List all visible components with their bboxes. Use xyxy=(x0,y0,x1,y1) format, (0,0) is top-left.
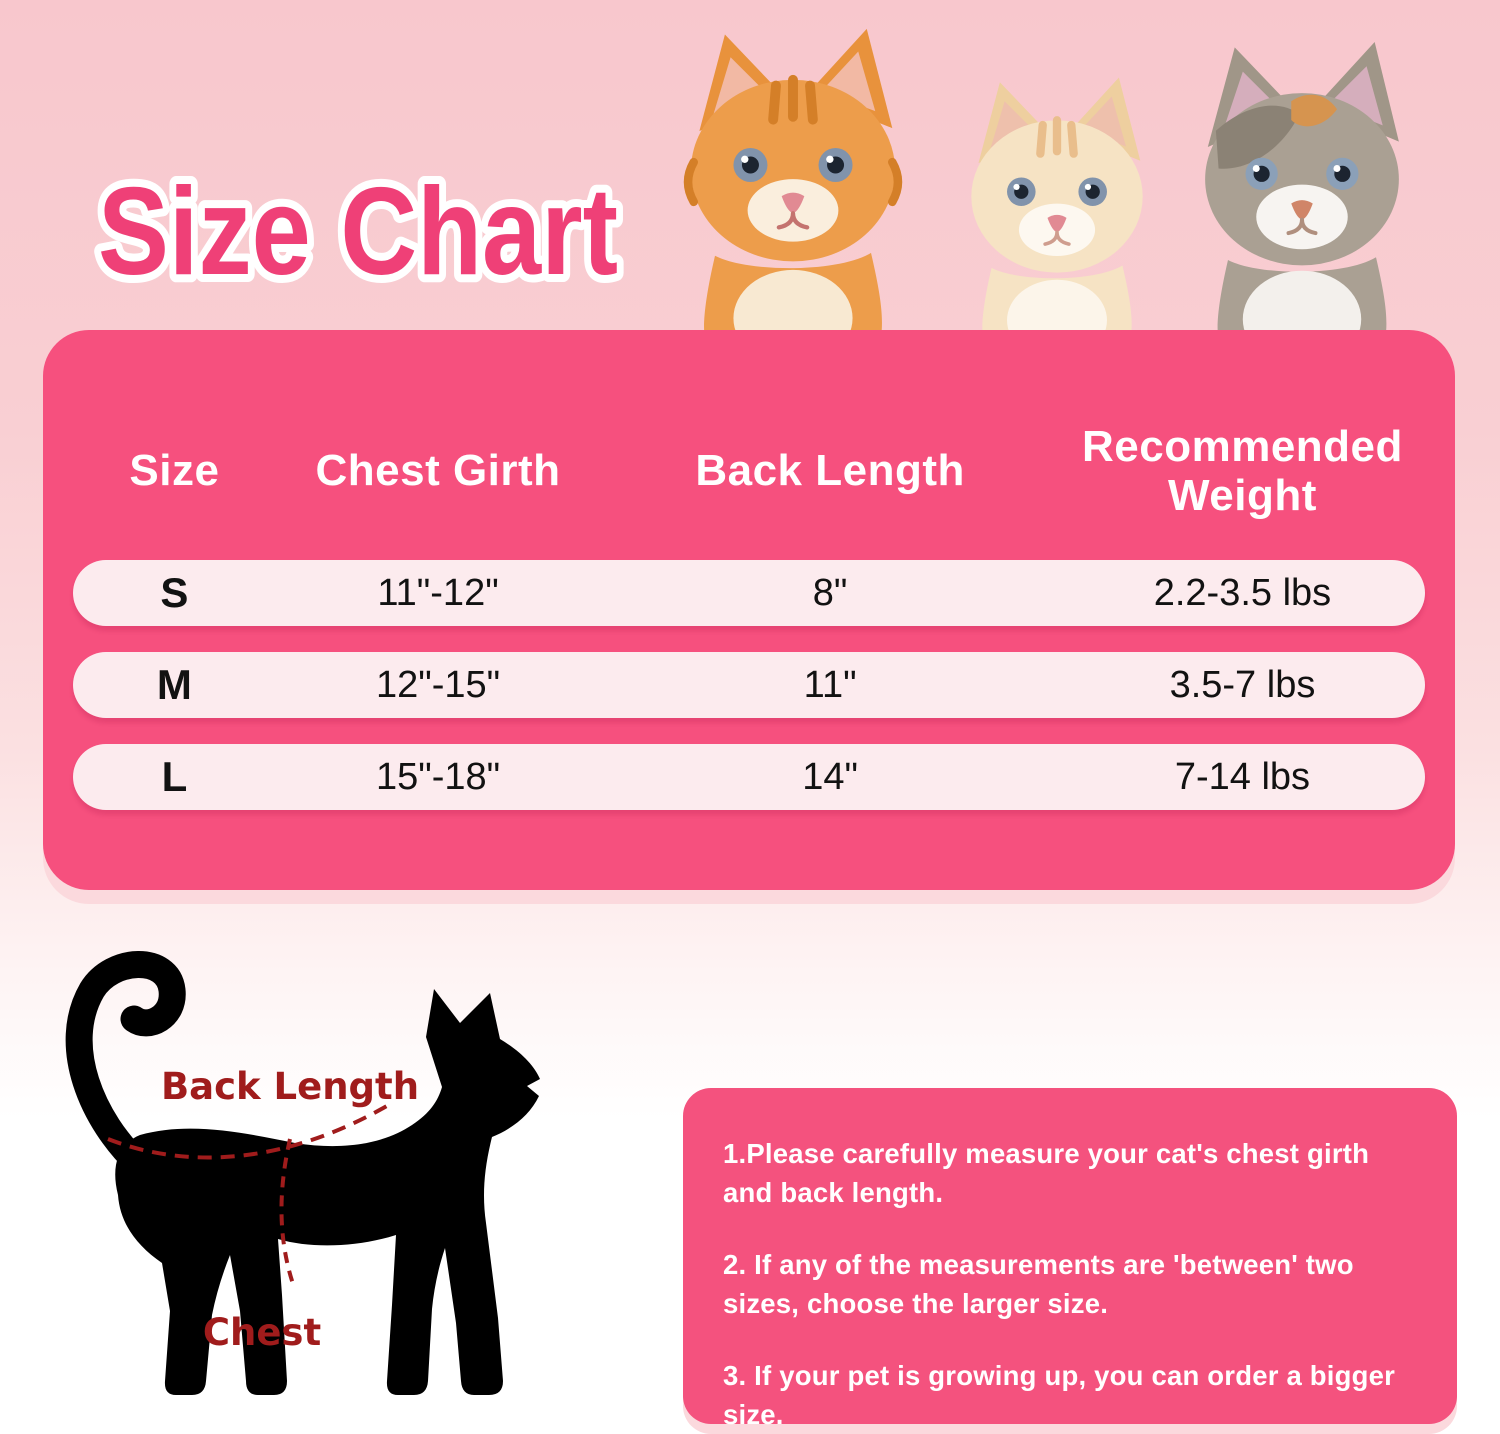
page-title: Size Chart xyxy=(90,155,626,309)
cat-measure-diagram: Back Length Chest xyxy=(65,951,540,1395)
cell-chest-s: 11"-12" xyxy=(377,571,499,614)
kitten-photo-cream-icon xyxy=(971,77,1143,338)
header-cell-recommended-weight: Recommended Weight xyxy=(1081,421,1403,520)
page-title-text: Size Chart xyxy=(98,163,618,301)
cell-size-s: S xyxy=(160,569,189,616)
size-table-header: Size Chest Girth Back Length Recommended… xyxy=(73,408,1425,534)
cell-weight-m: 3.5-7 lbs xyxy=(1169,663,1316,706)
header-cell-chest-girth: Chest Girth xyxy=(315,446,561,496)
header-cell-back-length: Back Length xyxy=(695,446,965,496)
cell-size-l: L xyxy=(161,753,188,800)
cat-tail xyxy=(65,951,186,1179)
kitten-photo-calico-icon xyxy=(1205,42,1399,338)
cell-weight-l: 7-14 lbs xyxy=(1174,755,1311,798)
note-item-3: 3. If your pet is growing up, you can or… xyxy=(723,1360,1396,1431)
kitten-photo-orange-tabby-icon xyxy=(683,28,903,338)
back-length-dashed-line xyxy=(107,1101,394,1160)
note-item-2: 2. If any of the measurements are 'betwe… xyxy=(723,1249,1354,1320)
cell-weight-s: 2.2-3.5 lbs xyxy=(1153,571,1332,614)
table-row-m: M 12"-15" 11" 3.5-7 lbs xyxy=(73,652,1425,718)
table-row-l: L 15"-18" 14" 7-14 lbs xyxy=(73,744,1425,810)
notes-panel: 1.Please carefully measure your cat's ch… xyxy=(683,1088,1457,1430)
cell-chest-l: 15"-18" xyxy=(375,755,501,798)
note-item-1: 1.Please carefully measure your cat's ch… xyxy=(723,1138,1370,1209)
size-chart-panel: Size Chest Girth Back Length Recommended… xyxy=(43,330,1455,890)
header-cell-size: Size xyxy=(129,446,220,496)
cell-back-s: 8" xyxy=(812,571,848,614)
cell-size-m: M xyxy=(156,661,192,708)
back-length-label: Back Length xyxy=(161,1065,419,1108)
cell-back-m: 11" xyxy=(803,663,857,706)
table-row-s: S 11"-12" 8" 2.2-3.5 lbs xyxy=(73,560,1425,626)
cat-silhouette xyxy=(115,989,540,1395)
cell-chest-m: 12"-15" xyxy=(375,663,501,706)
cell-back-l: 14" xyxy=(802,755,858,798)
chest-label: Chest xyxy=(203,1311,321,1354)
